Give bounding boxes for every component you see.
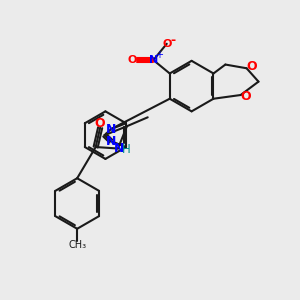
Text: N: N [114, 142, 124, 155]
Text: N: N [106, 135, 116, 148]
Text: H: H [122, 143, 130, 156]
Text: O: O [162, 39, 171, 49]
Text: N: N [149, 55, 158, 65]
Text: O: O [94, 117, 105, 130]
Text: CH₃: CH₃ [68, 240, 86, 250]
Text: O: O [240, 90, 251, 103]
Text: N: N [106, 123, 116, 136]
Text: O: O [246, 60, 257, 73]
Text: -: - [170, 34, 175, 47]
Text: O: O [128, 55, 137, 65]
Text: +: + [155, 50, 163, 60]
